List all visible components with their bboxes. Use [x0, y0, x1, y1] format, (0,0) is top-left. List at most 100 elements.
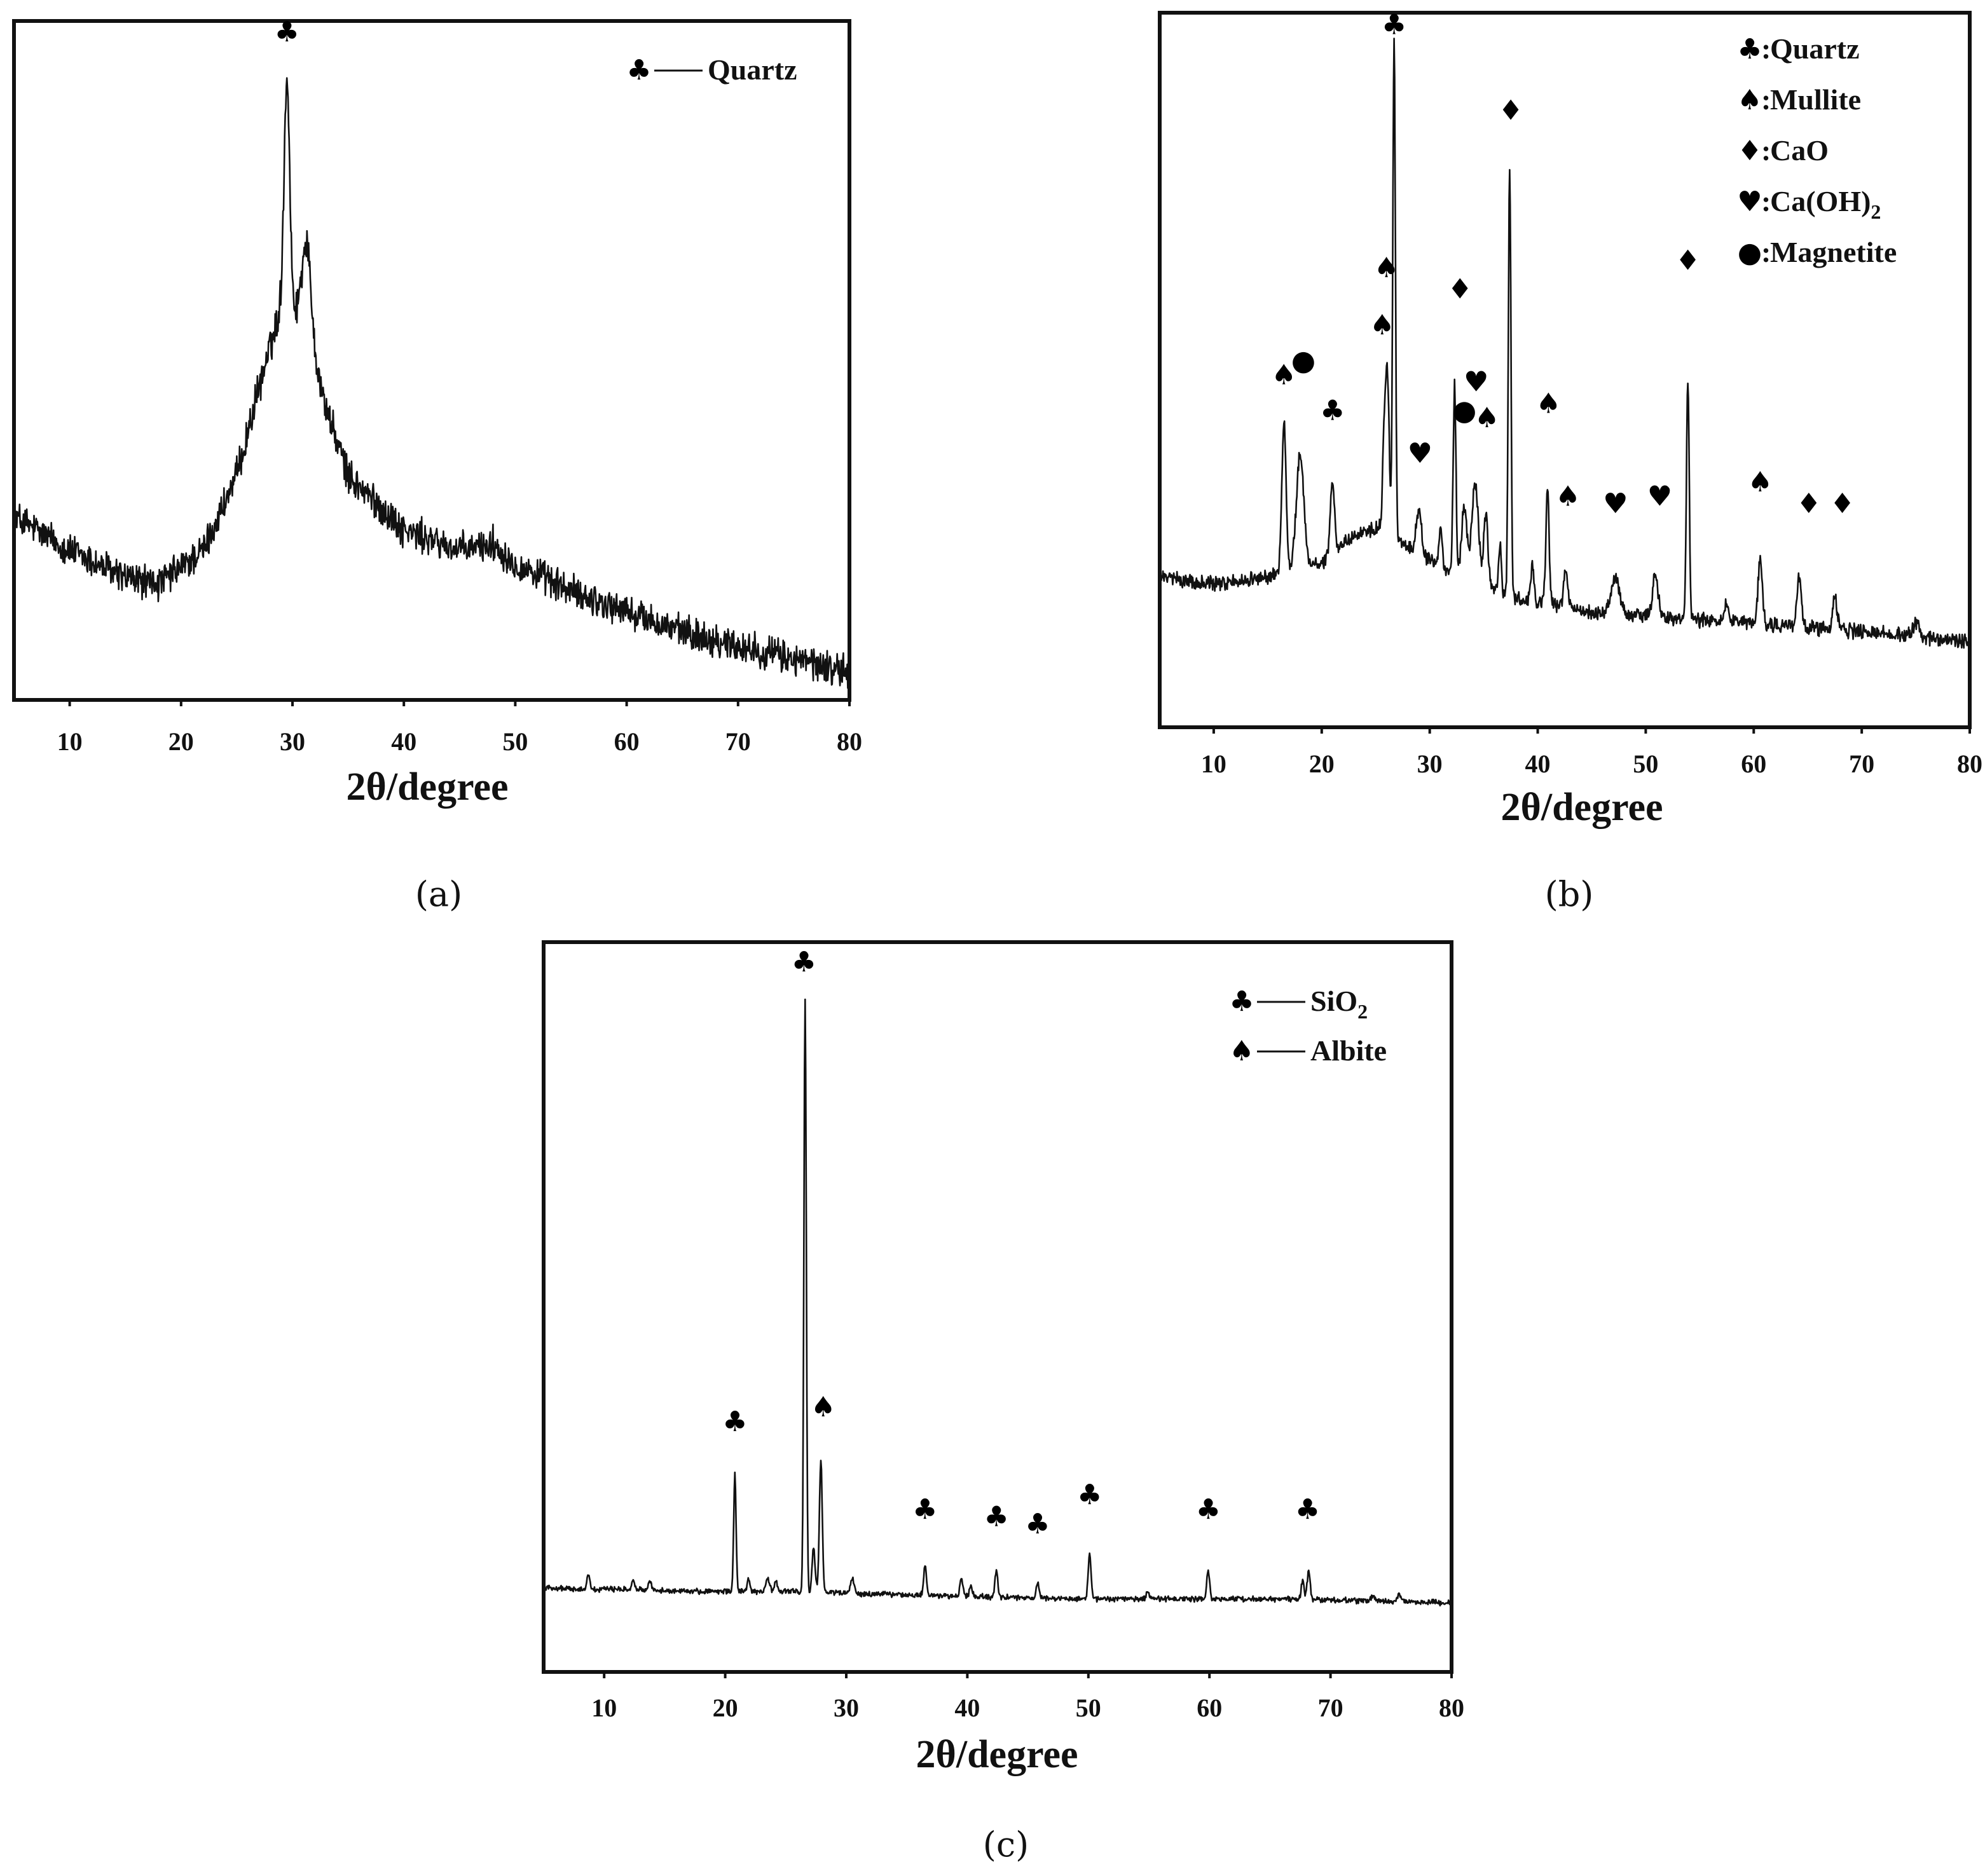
panel-b-xrd-chart: 10 20 30 40 50 60 70 80 ♠●♣♠♠♣♥♦●♥♠♦♠♠ ♥ ♥♦♠♦ ♦ ♣:…	[1158, 9, 1982, 914]
panel-a-plot-frame	[12, 19, 851, 702]
panel-c-legend-symbol-1: ♠	[1229, 1035, 1254, 1067]
panel-b-legend-label-2: CaO	[1770, 134, 1829, 167]
panel-b-peak-marker-1: ●	[1291, 345, 1315, 377]
panel-c-peak-marker-4: ♣	[984, 1500, 1008, 1533]
panel-b-legend-colon-2: :	[1761, 134, 1771, 167]
panel-b-peak-marker-6: ♥	[1408, 437, 1432, 470]
panel-c-peak-marker-6: ♣	[1077, 1479, 1102, 1511]
panel-b-xrd-pattern-line	[1158, 38, 1971, 649]
panel-c-x-tick-label-40: 40	[954, 1694, 980, 1722]
panel-b-peak-marker-3: ♠	[1370, 309, 1394, 341]
panel-b-peak-marker-12: ♠	[1536, 387, 1561, 420]
panel-b-legend-colon-1: :	[1761, 83, 1771, 116]
panel-a-x-tick-label-60: 60	[614, 727, 640, 756]
panel-b-peak-marker-17: ♠	[1748, 466, 1773, 498]
panel-c-x-axis: 10 20 30 40 50 60 70 80	[591, 1672, 1464, 1722]
panel-b-peak-marker-0: ♠	[1272, 359, 1296, 391]
panel-b-peak-marker-10: ♠	[1474, 402, 1499, 434]
panel-c-caption: (c)	[983, 1825, 1029, 1865]
panel-c-legend-label-0: SiO2	[1310, 985, 1368, 1023]
panel-a-caption: (a)	[415, 874, 462, 914]
panel-b-x-axis: 10 20 30 40 50 60 70 80	[1201, 727, 1982, 778]
panel-a-legend-symbol-0: ♣	[626, 54, 651, 86]
panel-c-x-tick-label-50: 50	[1076, 1694, 1101, 1722]
panel-a-x-axis: 10 20 30 40 50 60 70 80	[57, 700, 862, 756]
panel-b-x-tick-label-40: 40	[1525, 750, 1551, 778]
panel-b-legend-label-0: Quartz	[1770, 32, 1860, 65]
panel-c-peak-marker-2: ♠	[811, 1391, 835, 1423]
panel-b-peak-marker-18: ♦	[1796, 488, 1821, 520]
panel-a-x-tick-label-70: 70	[725, 727, 751, 756]
panel-a-x-axis-label: 2θ/degree	[346, 765, 508, 809]
panel-b-legend-colon-0: :	[1761, 32, 1771, 65]
panel-a-x-tick-label-80: 80	[837, 727, 862, 756]
panel-b-caption: (b)	[1545, 874, 1594, 914]
panel-b-legend-symbol-1: ♠	[1737, 84, 1762, 116]
panel-a-legend: ♣ Quartz	[626, 53, 797, 86]
panel-c-peak-marker-1: ♣	[722, 1406, 747, 1438]
panel-b-x-tick-label-60: 60	[1741, 750, 1766, 778]
panel-c-peak-marker-5: ♣	[1025, 1508, 1050, 1540]
panel-c-peak-marker-0: ♣	[792, 946, 816, 978]
panel-a-peak-markers: ♣	[275, 16, 299, 48]
panel-b-x-tick-label-30: 30	[1417, 750, 1443, 778]
panel-c-xrd-chart: 10 20 30 40 50 60 70 80 ♣♣ ♠♣ ♣ ♣♣ ♣ ♣ ♣ SiO2♠ Albite …	[542, 940, 1464, 1865]
panel-b-peak-marker-19: ♦	[1830, 488, 1855, 520]
panel-a-xrd-pattern-line	[13, 77, 851, 689]
panel-b-peak-marker-9: ♥	[1464, 366, 1488, 399]
panel-a-x-tick-label-10: 10	[57, 727, 83, 756]
panel-b-x-tick-label-10: 10	[1201, 750, 1226, 778]
panel-b-x-tick-label-80: 80	[1957, 750, 1982, 778]
panel-b-peak-marker-16: ♦	[1675, 245, 1700, 277]
panel-a-xrd-chart: 10 20 30 40 50 60 70 80 ♣ ♣ Quartz 2θ/degree (a)	[12, 16, 862, 914]
panel-b-x-tick-label-70: 70	[1849, 750, 1874, 778]
panel-b-peak-marker-7: ♦	[1448, 273, 1473, 306]
panel-b-legend-colon-4: :	[1761, 236, 1771, 268]
panel-b-legend-symbol-0: ♣	[1737, 33, 1762, 65]
panel-c-x-tick-label-10: 10	[591, 1694, 617, 1722]
panel-b-peak-marker-8: ●	[1452, 395, 1476, 427]
panel-b-x-axis-label: 2θ/degree	[1501, 786, 1663, 829]
panel-b-peak-marker-14: ♥	[1603, 488, 1628, 520]
panel-b-legend-symbol-4: ●	[1738, 236, 1762, 269]
panel-a-x-tick-label-30: 30	[280, 727, 305, 756]
panel-c-x-tick-label-70: 70	[1318, 1694, 1343, 1722]
panel-a-legend-label-0: Quartz	[708, 53, 797, 86]
panel-a-x-tick-label-50: 50	[502, 727, 528, 756]
panel-c-plot-frame	[542, 940, 1453, 1674]
panel-b-legend-subscript-3: 2	[1871, 200, 1881, 223]
panel-b-legend-label-3: Ca(OH)2	[1770, 185, 1881, 223]
panel-b-legend-symbol-2: ♦	[1737, 135, 1762, 167]
panel-b-legend-colon-3: :	[1761, 185, 1771, 217]
panel-a-x-tick-label-20: 20	[168, 727, 194, 756]
panel-c-x-tick-label-60: 60	[1197, 1694, 1222, 1722]
panel-c-peak-marker-3: ♣	[912, 1493, 937, 1526]
panel-c-x-axis-label: 2θ/degree	[916, 1733, 1078, 1776]
panel-b-peak-marker-5: ♣	[1382, 9, 1406, 41]
panel-b-legend-label-1: Mullite	[1770, 83, 1861, 116]
panel-c-x-tick-label-80: 80	[1439, 1694, 1464, 1722]
panel-c-peak-marker-8: ♣	[1295, 1493, 1320, 1526]
panel-c-x-tick-label-20: 20	[713, 1694, 738, 1722]
panel-b-peak-marker-13: ♠	[1555, 481, 1580, 513]
panel-b-peak-marker-15: ♥	[1647, 481, 1672, 513]
panel-c-legend: ♣ SiO2 ♠ Albite	[1229, 985, 1387, 1067]
panel-b-legend-label-4: Magnetite	[1770, 236, 1897, 268]
panel-b-peak-marker-2: ♣	[1320, 395, 1345, 427]
panel-b-legend: ♣:Quartz♠:Mullite♦:CaO♥:Ca(OH)2●:Magneti…	[1737, 32, 1897, 269]
panel-b-x-tick-label-20: 20	[1309, 750, 1335, 778]
panel-c-legend-label-1: Albite	[1310, 1034, 1387, 1067]
panel-a-peak-marker-0: ♣	[275, 16, 299, 48]
panel-b-peak-marker-11: ♦	[1498, 95, 1523, 127]
panel-c-legend-subscript-0: 2	[1357, 1000, 1368, 1023]
panel-b-legend-symbol-3: ♥	[1737, 186, 1762, 218]
panel-b-peak-marker-4: ♠	[1374, 252, 1399, 284]
panel-b-x-tick-label-50: 50	[1633, 750, 1658, 778]
panel-b-peak-markers: ♠●♣♠♠♣♥♦●♥♠♦♠♠ ♥ ♥♦♠♦ ♦	[1272, 9, 1855, 520]
panel-c-peak-markers: ♣ ♣ ♠ ♣ ♣ ♣ ♣ ♣ ♣	[722, 946, 1320, 1540]
panel-c-x-tick-label-30: 30	[834, 1694, 859, 1722]
panel-c-legend-symbol-0: ♣	[1229, 985, 1254, 1018]
panel-c-peak-marker-7: ♣	[1196, 1493, 1221, 1526]
panel-a-x-tick-label-40: 40	[391, 727, 416, 756]
